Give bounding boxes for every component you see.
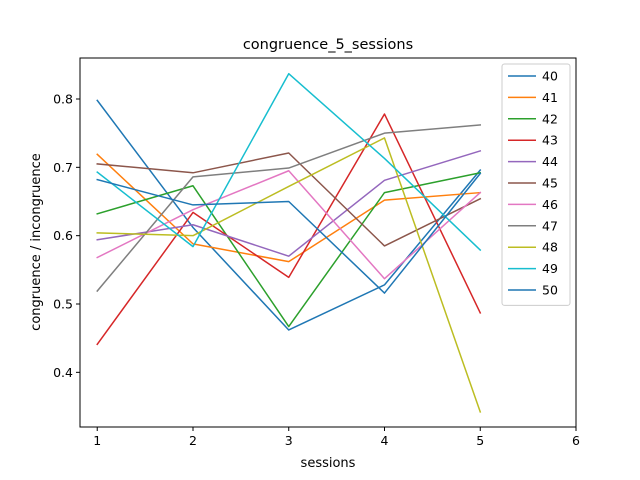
x-tick-label: 5 bbox=[476, 433, 484, 448]
legend-label-43: 43 bbox=[542, 133, 558, 148]
series-line-48 bbox=[96, 137, 482, 413]
legend-label-40: 40 bbox=[542, 69, 558, 84]
series-line-43 bbox=[96, 113, 482, 346]
y-tick-label: 0.5 bbox=[53, 297, 73, 312]
x-tick-label: 2 bbox=[189, 433, 197, 448]
legend-label-47: 47 bbox=[542, 218, 558, 233]
series-line-49 bbox=[96, 72, 482, 252]
legend-label-42: 42 bbox=[542, 111, 558, 126]
plot-frame bbox=[79, 57, 577, 428]
series-line-46 bbox=[96, 170, 482, 280]
x-tick-label: 4 bbox=[381, 433, 389, 448]
legend: 40 41 42 43 44 45 46 47 48 49 50 bbox=[501, 63, 571, 306]
y-tick-label: 0.6 bbox=[53, 228, 73, 243]
series-line-40 bbox=[96, 99, 482, 331]
x-tick-label: 3 bbox=[285, 433, 293, 448]
series-line-42 bbox=[96, 171, 482, 328]
legend-label-50: 50 bbox=[542, 283, 558, 298]
x-axis: 1 2 3 4 5 6 bbox=[93, 427, 580, 448]
y-axis: 0.4 0.5 0.6 0.7 0.8 bbox=[53, 92, 80, 380]
x-tick-label: 6 bbox=[572, 433, 580, 448]
chart-title: congruence_5_sessions bbox=[243, 37, 413, 53]
y-tick-label: 0.8 bbox=[53, 92, 73, 107]
legend-box bbox=[501, 63, 571, 306]
y-axis-title: congruence / incongruence bbox=[29, 153, 44, 331]
legend-label-41: 41 bbox=[542, 90, 558, 105]
plot-lines bbox=[96, 72, 482, 413]
legend-label-49: 49 bbox=[542, 261, 558, 276]
y-tick-label: 0.4 bbox=[53, 365, 73, 380]
series-line-44 bbox=[96, 149, 482, 257]
x-axis-title: sessions bbox=[301, 456, 356, 471]
series-line-50 bbox=[96, 172, 482, 294]
legend-label-44: 44 bbox=[542, 154, 558, 169]
series-line-47 bbox=[96, 124, 482, 293]
x-tick-label: 1 bbox=[93, 433, 101, 448]
legend-label-45: 45 bbox=[542, 176, 558, 191]
series-line-45 bbox=[96, 152, 482, 247]
y-tick-label: 0.7 bbox=[53, 160, 73, 175]
legend-label-46: 46 bbox=[542, 197, 558, 212]
legend-label-48: 48 bbox=[542, 240, 558, 255]
